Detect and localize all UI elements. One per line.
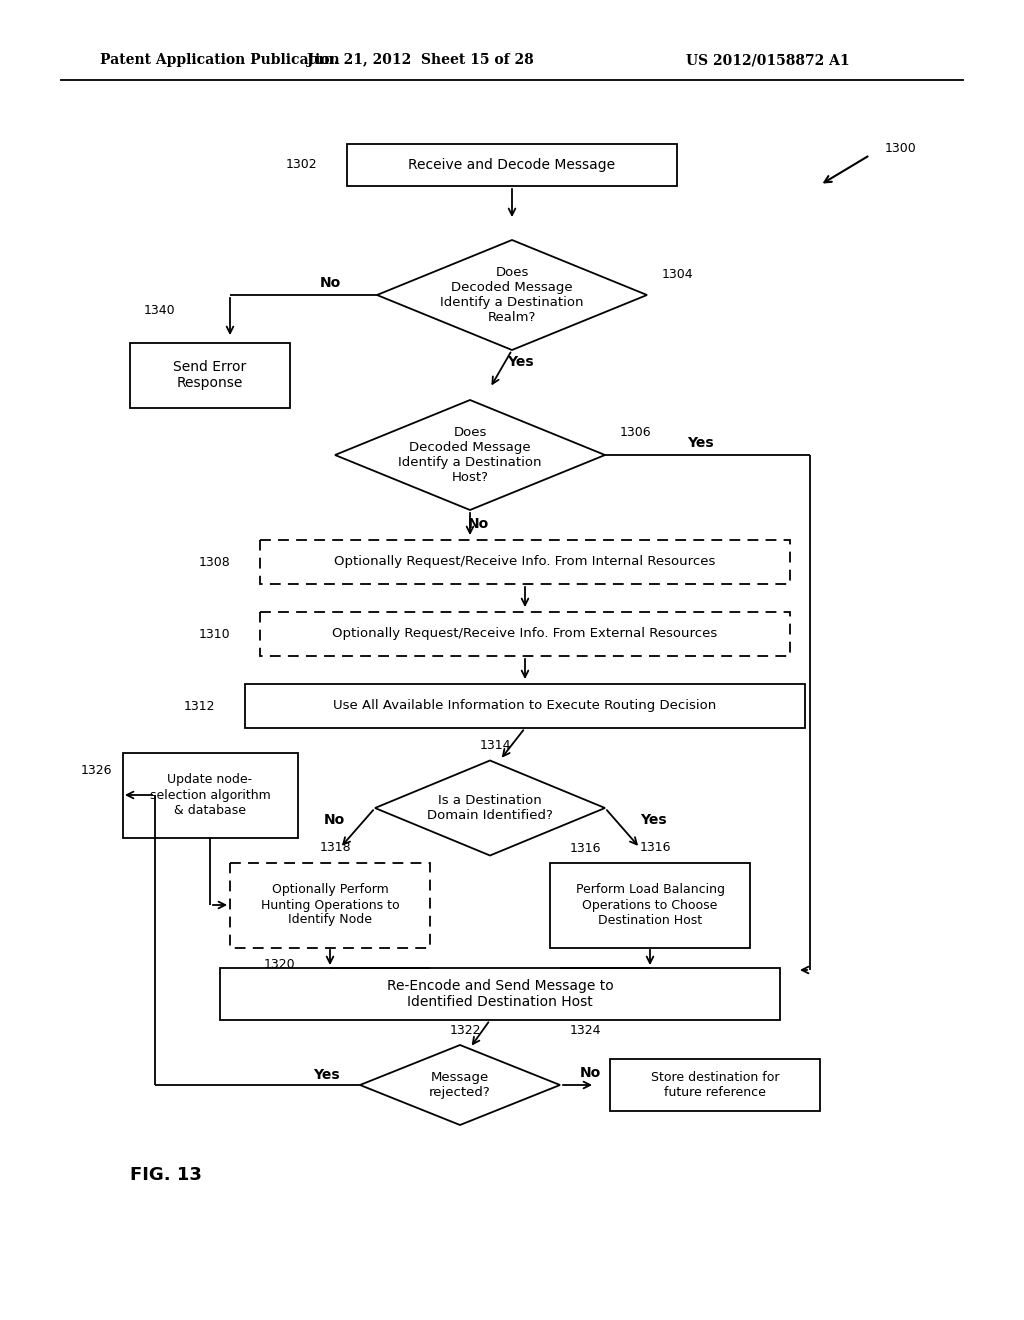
Text: 1314: 1314: [480, 739, 512, 752]
FancyBboxPatch shape: [130, 342, 290, 408]
Text: No: No: [319, 276, 341, 290]
Polygon shape: [360, 1045, 560, 1125]
Text: Does
Decoded Message
Identify a Destination
Realm?: Does Decoded Message Identify a Destinat…: [440, 267, 584, 323]
Text: Yes: Yes: [687, 436, 714, 450]
Text: 1322: 1322: [450, 1023, 481, 1036]
Text: No: No: [324, 813, 345, 828]
FancyBboxPatch shape: [347, 144, 677, 186]
FancyBboxPatch shape: [260, 540, 790, 583]
Text: Perform Load Balancing
Operations to Choose
Destination Host: Perform Load Balancing Operations to Cho…: [575, 883, 725, 927]
Text: Receive and Decode Message: Receive and Decode Message: [409, 158, 615, 172]
FancyBboxPatch shape: [123, 752, 298, 837]
Text: Patent Application Publication: Patent Application Publication: [100, 53, 340, 67]
FancyBboxPatch shape: [610, 1059, 820, 1111]
Text: US 2012/0158872 A1: US 2012/0158872 A1: [686, 53, 850, 67]
Text: 1302: 1302: [286, 158, 317, 172]
Text: 1326: 1326: [81, 763, 113, 776]
Text: Message
rejected?: Message rejected?: [429, 1071, 490, 1100]
Text: Optionally Request/Receive Info. From External Resources: Optionally Request/Receive Info. From Ex…: [333, 627, 718, 640]
Text: Send Error
Response: Send Error Response: [173, 360, 247, 391]
Polygon shape: [377, 240, 647, 350]
Text: 1316: 1316: [640, 841, 672, 854]
Text: Re-Encode and Send Message to
Identified Destination Host: Re-Encode and Send Message to Identified…: [387, 979, 613, 1008]
Text: 1320: 1320: [263, 958, 295, 972]
Text: Optionally Request/Receive Info. From Internal Resources: Optionally Request/Receive Info. From In…: [334, 556, 716, 569]
Text: No: No: [580, 1067, 601, 1080]
Text: No: No: [467, 517, 488, 531]
Text: Use All Available Information to Execute Routing Decision: Use All Available Information to Execute…: [334, 700, 717, 713]
Polygon shape: [375, 760, 605, 855]
Text: 1340: 1340: [143, 304, 175, 317]
Text: 1306: 1306: [620, 426, 651, 440]
Text: Optionally Perform
Hunting Operations to
Identify Node: Optionally Perform Hunting Operations to…: [261, 883, 399, 927]
Text: 1310: 1310: [199, 627, 230, 640]
Text: 1316: 1316: [570, 842, 601, 854]
Text: 1300: 1300: [885, 141, 916, 154]
Text: 1318: 1318: [319, 841, 351, 854]
Text: 1304: 1304: [662, 268, 693, 281]
FancyBboxPatch shape: [260, 612, 790, 656]
Text: Yes: Yes: [507, 355, 534, 370]
Text: Yes: Yes: [640, 813, 667, 828]
FancyBboxPatch shape: [245, 684, 805, 729]
Polygon shape: [335, 400, 605, 510]
Text: Update node-
selection algorithm
& database: Update node- selection algorithm & datab…: [150, 774, 270, 817]
Text: Yes: Yes: [313, 1068, 340, 1082]
Text: FIG. 13: FIG. 13: [130, 1166, 202, 1184]
Text: 1308: 1308: [199, 556, 230, 569]
Text: Is a Destination
Domain Identified?: Is a Destination Domain Identified?: [427, 795, 553, 822]
FancyBboxPatch shape: [230, 862, 430, 948]
Text: Jun. 21, 2012  Sheet 15 of 28: Jun. 21, 2012 Sheet 15 of 28: [306, 53, 534, 67]
Text: Does
Decoded Message
Identify a Destination
Host?: Does Decoded Message Identify a Destinat…: [398, 426, 542, 484]
Text: 1324: 1324: [570, 1023, 601, 1036]
FancyBboxPatch shape: [220, 968, 780, 1020]
Text: 1312: 1312: [183, 700, 215, 713]
Text: Store destination for
future reference: Store destination for future reference: [650, 1071, 779, 1100]
FancyBboxPatch shape: [550, 862, 750, 948]
